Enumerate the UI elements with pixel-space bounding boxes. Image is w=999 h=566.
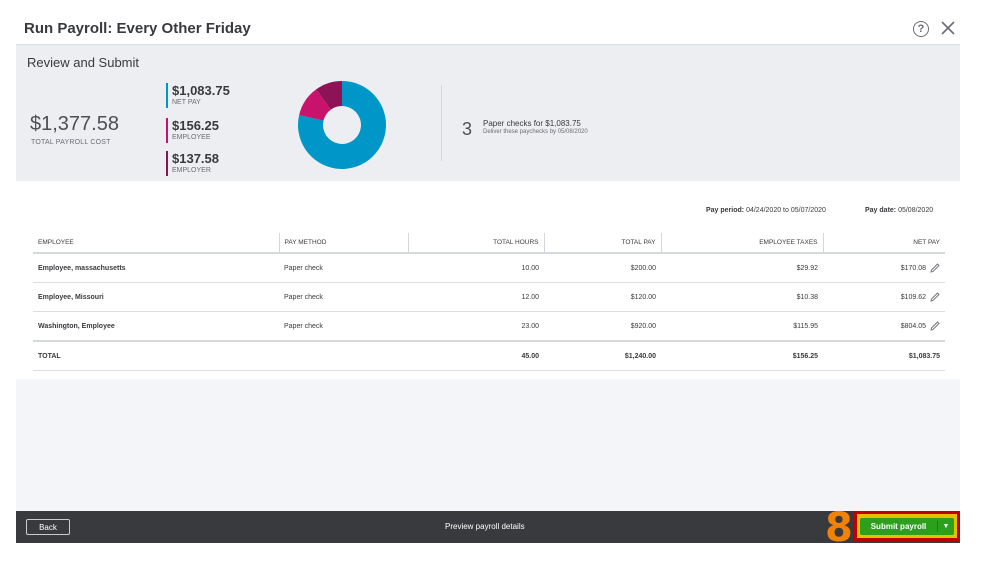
section-title: Review and Submit bbox=[27, 55, 139, 70]
summary-divider bbox=[441, 85, 442, 161]
pay-period-label: Pay period: bbox=[706, 207, 745, 214]
total-payroll-cost-label: TOTAL PAYROLL COST bbox=[31, 139, 111, 146]
dialog-footer: Back Preview payroll details bbox=[16, 511, 960, 543]
employee-stat: $156.25 EMPLOYEE bbox=[166, 118, 219, 143]
total-hours: 12.00 bbox=[408, 282, 544, 312]
table-row: Employee, Missouri Paper check 12.00 $12… bbox=[33, 282, 945, 312]
pay-method: Paper check bbox=[279, 253, 408, 283]
pay-method: Paper check bbox=[279, 282, 408, 312]
pay-date-value: 05/08/2020 bbox=[898, 207, 934, 214]
pay-period-value: 04/24/2020 to 05/07/2020 bbox=[746, 207, 826, 214]
total-hours: 10.00 bbox=[408, 253, 544, 283]
employee-amount: $156.25 bbox=[172, 118, 219, 133]
pay-period: Pay period: 04/24/2020 to 05/07/2020 bbox=[706, 207, 826, 214]
employee-name: Washington, Employee bbox=[33, 311, 279, 342]
column-header: EMPLOYEE bbox=[33, 233, 279, 254]
column-header: EMPLOYEE TAXES bbox=[660, 233, 823, 254]
total-pay: $920.00 bbox=[544, 311, 661, 342]
pay-method: Paper check bbox=[279, 311, 408, 342]
column-header: NET PAY bbox=[822, 233, 945, 254]
column-header: TOTAL HOURS bbox=[407, 233, 544, 254]
total-hours: 23.00 bbox=[408, 311, 544, 342]
dialog-title: Run Payroll: Every Other Friday bbox=[24, 20, 251, 37]
pay-date: Pay date: 05/08/2020 bbox=[865, 207, 933, 214]
back-button[interactable]: Back bbox=[26, 519, 70, 535]
pencil-edit-icon[interactable] bbox=[930, 292, 940, 302]
column-header: PAY METHOD bbox=[278, 233, 408, 254]
table-total-row: TOTAL 45.00 $1,240.00 $156.25 $1,083.75 bbox=[33, 340, 945, 371]
employee-taxes: $10.38 bbox=[661, 282, 823, 312]
table-row: Washington, Employee Paper check 23.00 $… bbox=[33, 311, 945, 342]
employee-taxes: $29.92 bbox=[661, 253, 823, 283]
payroll-table-area: Pay period: 04/24/2020 to 05/07/2020 Pay… bbox=[16, 181, 960, 379]
net-pay-cell: $804.05 bbox=[823, 311, 945, 342]
total-pay: $200.00 bbox=[544, 253, 661, 283]
employer-label: EMPLOYER bbox=[172, 167, 211, 174]
close-icon[interactable] bbox=[940, 20, 956, 36]
total-pay-sum: $1,240.00 bbox=[544, 340, 661, 371]
help-icon[interactable]: ? bbox=[913, 21, 929, 37]
net-pay-label: NET PAY bbox=[172, 99, 201, 106]
step-number-annotation: 8 bbox=[825, 505, 853, 551]
net-pay-cell: $170.08 bbox=[823, 253, 945, 283]
donut-slice-net-pay bbox=[298, 81, 386, 169]
table-row: Employee, massachusetts Paper check 10.0… bbox=[33, 253, 945, 283]
pencil-edit-icon[interactable] bbox=[930, 263, 940, 273]
net-pay-value: $170.08 bbox=[900, 264, 927, 272]
donut-slice-employer bbox=[316, 81, 342, 110]
paper-checks-deliver-by: Deliver these paychecks by 05/08/2020 bbox=[483, 129, 588, 135]
pay-date-label: Pay date: bbox=[865, 207, 897, 214]
payroll-summary: Review and Submit $1,377.58 TOTAL PAYROL… bbox=[16, 45, 960, 181]
employee-taxes: $115.95 bbox=[661, 311, 823, 342]
total-pay-method bbox=[279, 340, 408, 371]
column-header: TOTAL PAY bbox=[543, 233, 661, 254]
total-payroll-cost: $1,377.58 bbox=[30, 113, 119, 135]
total-label: TOTAL bbox=[33, 340, 279, 371]
table-header-row: EMPLOYEE PAY METHOD TOTAL HOURS TOTAL PA… bbox=[33, 233, 945, 254]
donut-slice-employee bbox=[299, 89, 331, 121]
total-pay: $120.00 bbox=[544, 282, 661, 312]
net-pay-value: $804.05 bbox=[900, 322, 927, 330]
run-payroll-dialog: Run Payroll: Every Other Friday ? Review… bbox=[16, 16, 960, 543]
employer-stat: $137.58 EMPLOYER bbox=[166, 151, 219, 176]
payroll-table: EMPLOYEE PAY METHOD TOTAL HOURS TOTAL PA… bbox=[33, 233, 945, 371]
net-pay-cell: $109.62 bbox=[823, 282, 945, 312]
payroll-donut-chart bbox=[298, 81, 386, 169]
net-pay-amount: $1,083.75 bbox=[172, 83, 230, 98]
employer-amount: $137.58 bbox=[172, 151, 219, 166]
submit-payroll-button[interactable]: Submit payroll bbox=[860, 518, 937, 535]
submit-payroll-split-button: Submit payroll ▼ bbox=[860, 518, 954, 535]
preview-payroll-details-link[interactable]: Preview payroll details bbox=[445, 522, 525, 531]
employee-label: EMPLOYEE bbox=[172, 134, 211, 141]
net-pay-value: $109.62 bbox=[900, 293, 927, 301]
dialog-header: Run Payroll: Every Other Friday ? bbox=[16, 16, 960, 45]
employee-taxes-sum: $156.25 bbox=[661, 340, 823, 371]
total-hours-sum: 45.00 bbox=[408, 340, 544, 371]
paper-checks-count: 3 bbox=[462, 119, 473, 139]
paper-checks-text: Paper checks for $1,083.75 bbox=[483, 119, 581, 128]
split-divider bbox=[937, 521, 938, 532]
pencil-edit-icon[interactable] bbox=[930, 321, 940, 331]
net-pay-stat: $1,083.75 NET PAY bbox=[166, 83, 230, 108]
employee-name: Employee, massachusetts bbox=[33, 253, 279, 283]
net-pay-sum: $1,083.75 bbox=[823, 340, 945, 371]
dropdown-arrow-icon[interactable]: ▼ bbox=[942, 523, 950, 530]
employee-name: Employee, Missouri bbox=[33, 282, 279, 312]
